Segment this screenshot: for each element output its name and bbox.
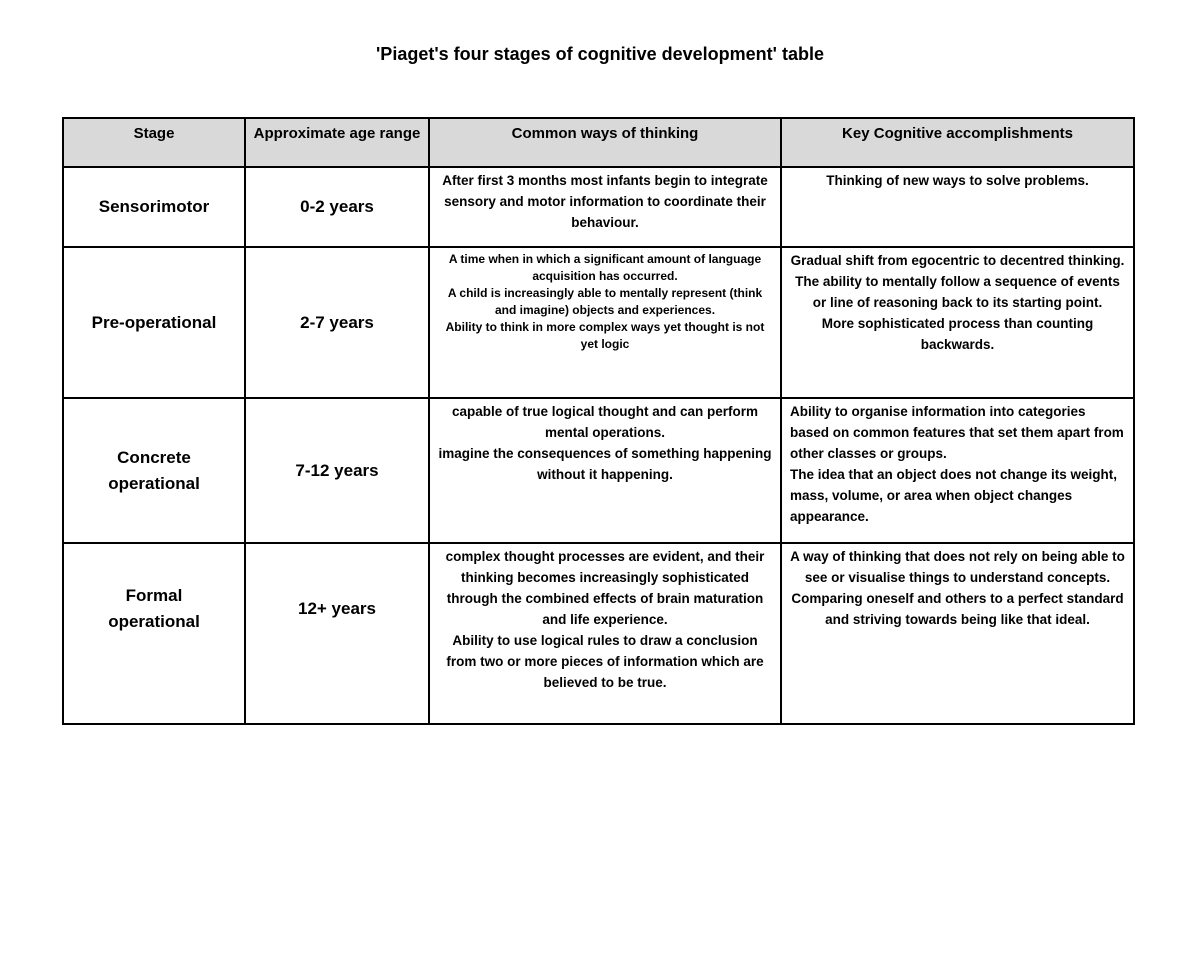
header-cell-stage: Stage — [62, 117, 246, 168]
accomplishments-cell: Thinking of new ways to solve problems. — [780, 166, 1135, 248]
accomplishments-cell: A way of thinking that does not rely on … — [780, 542, 1135, 725]
age-range-cell: 12+ years — [244, 542, 430, 725]
header-cell-accomplishments: Key Cognitive accomplishments — [780, 117, 1135, 168]
common-ways-cell: complex thought processes are evident, a… — [428, 542, 782, 725]
stage-cell: Pre-operational — [62, 246, 246, 399]
stage-cell: Sensorimotor — [62, 166, 246, 248]
common-ways-cell: A time when in which a significant amoun… — [428, 246, 782, 399]
accomplishments-cell: Gradual shift from egocentric to decentr… — [780, 246, 1135, 399]
table-row-formal-operational: Formal operational 12+ years complex tho… — [62, 542, 1135, 725]
header-cell-common-ways: Common ways of thinking — [428, 117, 782, 168]
header-cell-age-range: Approximate age range — [244, 117, 430, 168]
stage-cell: Formal operational — [62, 542, 246, 725]
age-range-cell: 0-2 years — [244, 166, 430, 248]
table-row-sensorimotor: Sensorimotor 0-2 years After first 3 mon… — [62, 166, 1135, 248]
table-row-concrete-operational: Concrete operational 7-12 years capable … — [62, 397, 1135, 544]
age-range-cell: 7-12 years — [244, 397, 430, 544]
piaget-stages-table: Stage Approximate age range Common ways … — [62, 117, 1135, 725]
page-title: 'Piaget's four stages of cognitive devel… — [376, 44, 824, 64]
age-range-cell: 2-7 years — [244, 246, 430, 399]
accomplishments-cell: Ability to organise information into cat… — [780, 397, 1135, 544]
header-row: Stage Approximate age range Common ways … — [62, 117, 1135, 168]
common-ways-cell: capable of true logical thought and can … — [428, 397, 782, 544]
table-row-pre-operational: Pre-operational 2-7 years A time when in… — [62, 246, 1135, 399]
common-ways-cell: After first 3 months most infants begin … — [428, 166, 782, 248]
stage-cell: Concrete operational — [62, 397, 246, 544]
